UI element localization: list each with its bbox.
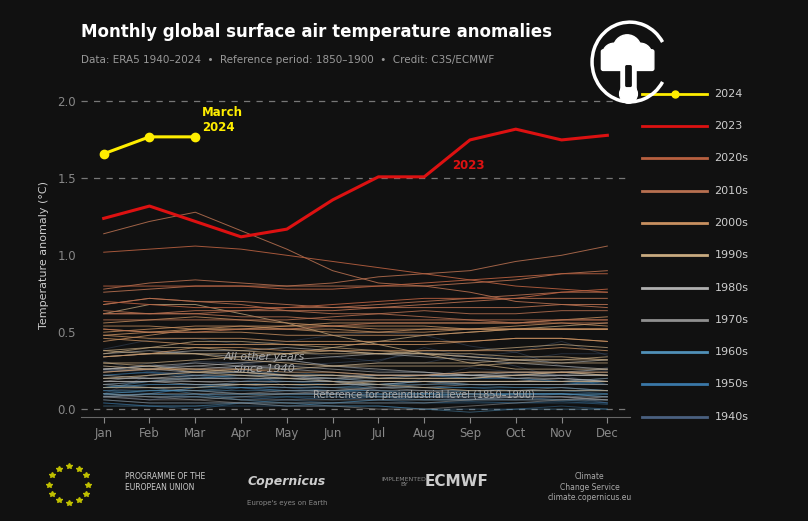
Circle shape — [620, 84, 638, 103]
Text: 2024: 2024 — [714, 89, 743, 99]
Text: March
2024: March 2024 — [202, 106, 243, 134]
Text: 2023: 2023 — [714, 121, 743, 131]
Text: 1980s: 1980s — [714, 282, 748, 293]
Text: 1940s: 1940s — [714, 412, 748, 422]
Text: 1970s: 1970s — [714, 315, 748, 325]
Text: 1950s: 1950s — [714, 379, 748, 390]
Text: Reference for preindustrial level (1850–1900): Reference for preindustrial level (1850–… — [314, 390, 535, 400]
Text: IMPLEMENTED
BY: IMPLEMENTED BY — [381, 477, 427, 487]
Text: Copernicus: Copernicus — [248, 476, 326, 488]
Circle shape — [602, 43, 625, 68]
Circle shape — [613, 35, 642, 65]
Text: PROGRAMME OF THE
EUROPEAN UNION: PROGRAMME OF THE EUROPEAN UNION — [125, 472, 205, 492]
Circle shape — [629, 43, 652, 68]
Text: 2000s: 2000s — [714, 218, 748, 228]
Text: 2010s: 2010s — [714, 185, 748, 196]
Text: Europe's eyes on Earth: Europe's eyes on Earth — [246, 500, 327, 506]
Text: 1990s: 1990s — [714, 250, 748, 260]
Y-axis label: Temperature anomaly (°C): Temperature anomaly (°C) — [39, 181, 49, 329]
Text: Monthly global surface air temperature anomalies: Monthly global surface air temperature a… — [81, 23, 552, 42]
FancyBboxPatch shape — [601, 50, 654, 70]
Text: Climate
Change Service
climate.copernicus.eu: Climate Change Service climate.copernicu… — [548, 472, 632, 502]
FancyBboxPatch shape — [621, 65, 636, 98]
Text: 2020s: 2020s — [714, 153, 748, 164]
Text: 2023: 2023 — [452, 159, 484, 172]
Text: Data: ERA5 1940–2024  •  Reference period: 1850–1900  •  Credit: C3S/ECMWF: Data: ERA5 1940–2024 • Reference period:… — [81, 55, 494, 65]
Text: All other years
since 1940: All other years since 1940 — [223, 352, 305, 374]
FancyBboxPatch shape — [626, 66, 631, 86]
Text: ECMWF: ECMWF — [424, 475, 489, 489]
Text: 1960s: 1960s — [714, 347, 748, 357]
